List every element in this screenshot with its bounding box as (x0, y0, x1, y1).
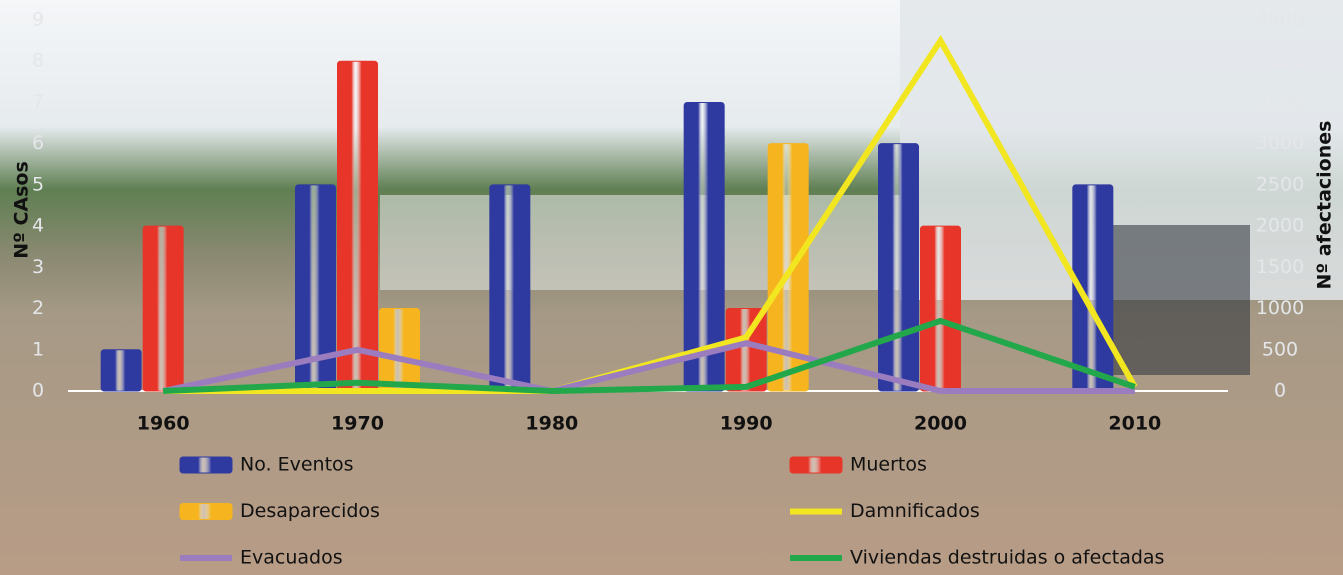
y-tick-label: 0 (32, 380, 44, 402)
legend-label: Muertos (850, 454, 927, 476)
bar (767, 143, 809, 392)
legend-label: Viviendas destruidas o afectadas (850, 547, 1164, 569)
bar (489, 184, 531, 392)
y-tick-label: 7 (32, 91, 44, 113)
y2-tick-label: 1500 (1256, 256, 1304, 278)
y-tick-label: 4 (32, 215, 44, 237)
legend-label: No. Eventos (240, 454, 354, 476)
bar (337, 60, 378, 392)
legend-swatch (179, 503, 233, 520)
y-tick-label: 2 (32, 297, 44, 319)
y2-tick-label: 0 (1274, 380, 1286, 402)
y-tick-label: 6 (32, 132, 44, 154)
y2-tick-label: 4500 (1256, 9, 1304, 31)
x-tick-label: 1970 (331, 413, 384, 435)
bar (878, 143, 919, 392)
y2-tick-label: 3500 (1256, 91, 1304, 113)
line (163, 317, 1136, 395)
bar (142, 225, 184, 392)
houses (380, 195, 900, 290)
legend-swatch (789, 456, 843, 474)
y-axis-title: Nº CAsos (11, 161, 33, 259)
y2-tick-label: 2000 (1256, 215, 1304, 237)
x-tick-label: 1990 (720, 413, 773, 435)
y2-tick-label: 1000 (1256, 297, 1304, 319)
bar (920, 225, 961, 392)
x-tick-label: 1960 (137, 413, 190, 435)
y-tick-label: 9 (32, 9, 44, 31)
x-tick-label: 2000 (914, 413, 967, 435)
x-tick-label: 2010 (1108, 413, 1161, 435)
legend-label: Damnificados (850, 500, 980, 522)
y-tick-label: 3 (32, 256, 44, 278)
y2-axis-title: Nº afectaciones (1314, 121, 1336, 290)
y-tick-label: 8 (32, 50, 44, 72)
legend-label: Evacuados (240, 547, 343, 569)
y-tick-label: 1 (32, 338, 44, 360)
y2-tick-label: 3000 (1256, 132, 1304, 154)
line (162, 340, 1135, 395)
x-tick-label: 1980 (525, 413, 578, 435)
bar (379, 308, 420, 392)
gate (1110, 225, 1250, 375)
bar (100, 349, 142, 392)
y2-tick-label: 2500 (1256, 173, 1304, 195)
legend-label: Desaparecidos (240, 500, 380, 522)
y-tick-label: 5 (32, 173, 44, 195)
legend-swatch (179, 456, 233, 474)
y2-tick-label: 500 (1262, 338, 1298, 360)
bar (683, 101, 725, 392)
y2-tick-label: 4000 (1256, 50, 1304, 72)
